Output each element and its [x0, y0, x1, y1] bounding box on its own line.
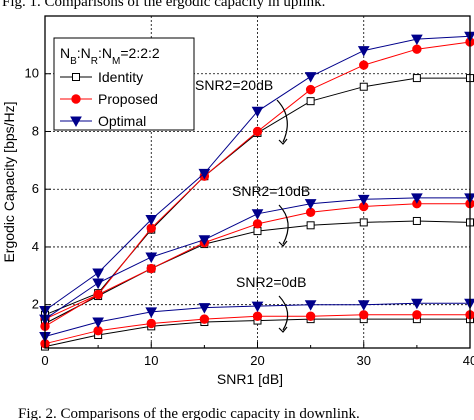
legend-marker — [72, 73, 80, 81]
data-point — [145, 307, 158, 318]
data-point — [411, 34, 423, 46]
legend-box — [53, 37, 195, 131]
y-axis-label: Ergodic Capacity [bps/Hz] — [1, 101, 17, 262]
data-point — [146, 318, 156, 329]
x-tick-label: 0 — [41, 353, 48, 368]
data-point — [359, 60, 369, 70]
data-point — [306, 97, 315, 106]
data-point — [198, 168, 211, 180]
data-point — [252, 219, 263, 229]
x-tick-label: 40 — [463, 353, 474, 368]
y-tick-label: 4 — [32, 239, 39, 254]
data-point — [357, 194, 370, 206]
arrowhead-10db — [278, 240, 288, 247]
arrowhead-0db — [278, 326, 288, 333]
data-point — [411, 298, 423, 310]
y-tick-label: 6 — [32, 181, 39, 196]
data-point — [198, 303, 211, 314]
data-point — [359, 218, 368, 227]
y-tick-label: 2 — [32, 297, 39, 312]
x-axis-label: SNR1 [dB] — [217, 371, 283, 387]
data-point — [92, 317, 104, 329]
y-tick-label: 8 — [32, 123, 39, 138]
data-point — [252, 126, 263, 137]
data-point — [359, 310, 369, 320]
data-point — [252, 311, 263, 321]
data-point — [304, 72, 317, 83]
data-point — [306, 221, 315, 230]
legend-marker — [70, 116, 82, 128]
data-point — [304, 300, 317, 311]
x-tick-label: 30 — [357, 353, 371, 368]
legend-items: Identity Proposed Optimal — [60, 69, 158, 129]
data-point — [412, 310, 422, 320]
annotation-arrow-10db — [278, 204, 289, 245]
annotation-snr2-20db: SNR2=20dB — [195, 77, 273, 93]
series-optimal-5 — [39, 193, 474, 326]
data-point — [198, 235, 211, 246]
data-point — [251, 209, 264, 220]
annotation-arrow-20db — [276, 99, 288, 143]
data-point — [357, 46, 370, 57]
legend-marker — [71, 94, 81, 104]
data-point — [305, 311, 316, 321]
data-point — [411, 193, 423, 204]
data-point — [145, 252, 158, 264]
annotation-arrow-0db — [278, 295, 289, 331]
data-point — [145, 215, 158, 226]
data-point — [253, 227, 262, 236]
data-point — [251, 106, 264, 118]
caption-top: Fig. 1. Comparisons of the ergodic capac… — [2, 0, 325, 10]
annotation-snr2-10db: SNR2=10dB — [232, 183, 310, 199]
series-optimal-8 — [39, 298, 474, 343]
data-point — [412, 74, 421, 83]
data-point — [359, 82, 368, 91]
data-point — [412, 216, 421, 225]
data-point — [357, 300, 370, 311]
data-point — [305, 84, 316, 95]
x-tick-label: 20 — [250, 353, 264, 368]
data-point — [251, 301, 264, 313]
data-point — [92, 268, 104, 279]
data-point — [199, 314, 210, 324]
x-tick-label: 10 — [144, 353, 158, 368]
data-point — [93, 289, 103, 300]
caption-bottom: Fig. 2. Comparisons of the ergodic capac… — [18, 406, 360, 420]
legend-label-identity: Identity — [98, 69, 143, 85]
data-point — [146, 263, 156, 274]
series-layer — [39, 31, 474, 351]
legend-label-optimal: Optimal — [98, 113, 146, 129]
data-point — [304, 199, 317, 210]
annotations: SNR2=20dB SNR2=10dB SNR2=0dB — [195, 77, 310, 333]
arrowhead-20db — [278, 138, 288, 145]
series-optimal-2 — [39, 31, 474, 317]
data-point — [92, 278, 104, 290]
axis-ticks: 0 10 20 30 40 2 4 6 8 10 — [25, 66, 474, 368]
legend-label-proposed: Proposed — [98, 91, 158, 107]
annotation-snr2-0db: SNR2=0dB — [236, 274, 306, 290]
y-tick-label: 10 — [25, 66, 39, 81]
data-point — [412, 44, 422, 54]
